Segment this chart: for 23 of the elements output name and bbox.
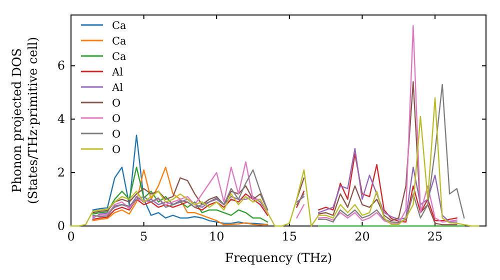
legend-label: O bbox=[112, 113, 121, 125]
x-tick-label: 15 bbox=[282, 230, 298, 244]
y-tick-label: 0 bbox=[57, 218, 65, 233]
legend-label: Ca bbox=[112, 51, 126, 63]
x-tick-label: 20 bbox=[354, 230, 370, 244]
x-axis-title: Frequency (THz) bbox=[224, 250, 332, 265]
legend-label: O bbox=[112, 98, 121, 110]
line-series bbox=[92, 166, 268, 226]
x-tick-label: 0 bbox=[67, 230, 75, 244]
legend-label: Al bbox=[111, 66, 124, 78]
y-tick-label: 6 bbox=[57, 58, 65, 73]
x-tick-label: 5 bbox=[140, 230, 148, 244]
x-tick-label: 25 bbox=[427, 230, 443, 244]
legend-label: Ca bbox=[112, 36, 126, 48]
legend-label: Al bbox=[111, 82, 124, 94]
x-tick-label: 10 bbox=[208, 230, 224, 244]
y-tick-label: 2 bbox=[57, 165, 65, 180]
legend-label: O bbox=[112, 144, 121, 156]
legend-label: Ca bbox=[112, 20, 126, 32]
legend-label: O bbox=[112, 128, 121, 140]
y-axis-title: Phonon projected DOS (States/THz·primitive cell) bbox=[9, 36, 40, 204]
y-tick-label: 4 bbox=[57, 112, 66, 126]
line-series bbox=[70, 97, 480, 227]
